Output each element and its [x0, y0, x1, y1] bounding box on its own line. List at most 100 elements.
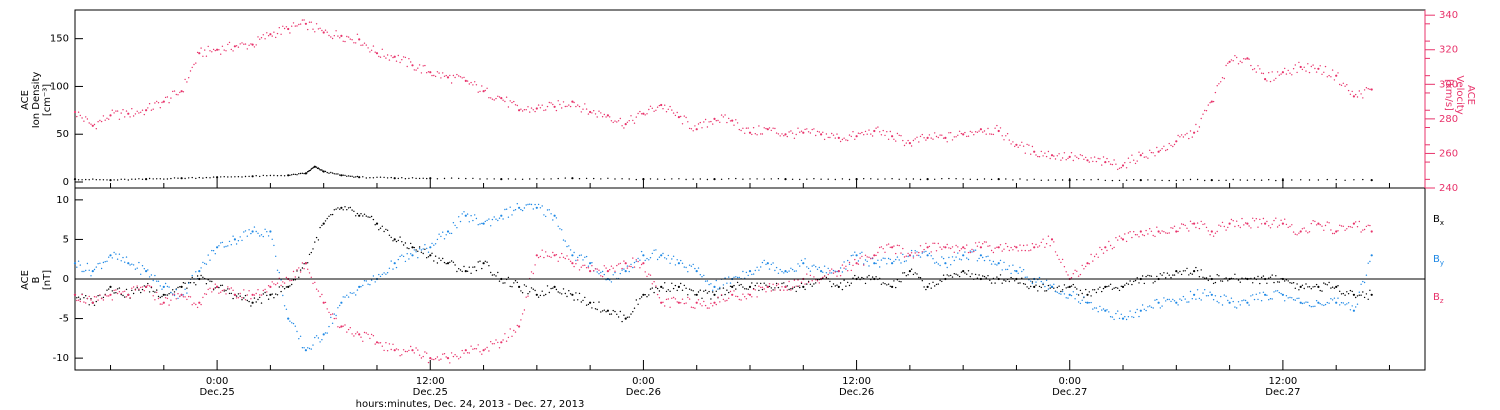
- data-point-fill: [278, 271, 280, 274]
- data-point-fill: [655, 249, 657, 251]
- data-point-fill: [1275, 179, 1277, 182]
- data-point: [908, 142, 912, 145]
- data-point-fill: [486, 261, 488, 263]
- data-point-fill: [630, 115, 632, 117]
- data-point-fill: [655, 285, 657, 287]
- data-point: [1033, 150, 1036, 153]
- data-point-fill: [1333, 232, 1336, 235]
- data-point-fill: [852, 254, 854, 256]
- data-point: [393, 349, 396, 352]
- data-point-fill: [221, 284, 224, 286]
- data-point-fill: [1356, 96, 1359, 98]
- data-point: [571, 293, 574, 296]
- data-point-fill: [175, 93, 177, 96]
- data-point-fill: [971, 251, 973, 253]
- data-point-fill: [850, 135, 852, 138]
- data-point-fill: [1308, 286, 1311, 288]
- data-point-fill: [1257, 298, 1259, 301]
- data-point-fill: [390, 348, 392, 351]
- data-point: [571, 100, 574, 103]
- data-point-fill: [1292, 282, 1295, 284]
- data-point-fill: [244, 299, 247, 301]
- data-point-fill: [443, 353, 446, 355]
- data-point-fill: [385, 342, 387, 344]
- data-point-fill: [543, 109, 545, 112]
- data-point-fill: [191, 66, 193, 69]
- data-point: [1050, 154, 1054, 157]
- data-point: [1121, 285, 1125, 288]
- data-point-fill: [202, 261, 204, 264]
- top-left-ylabel-line1: ACE: [20, 90, 31, 110]
- data-point-fill: [891, 178, 893, 180]
- data-point-fill: [173, 291, 176, 293]
- data-point-fill: [683, 115, 685, 117]
- x-tick-time-label: 0:00: [1059, 376, 1081, 387]
- data-point-fill: [355, 42, 357, 44]
- data-point-fill: [1070, 285, 1073, 287]
- data-point: [393, 262, 396, 265]
- data-point-fill: [951, 246, 954, 248]
- data-point-fill: [852, 264, 854, 267]
- data-point-fill: [243, 297, 245, 299]
- data-point: [926, 285, 929, 288]
- data-point-fill: [701, 127, 703, 129]
- data-point-fill: [813, 264, 815, 266]
- data-point-fill: [877, 178, 879, 180]
- data-point-fill: [770, 287, 772, 289]
- data-point-fill: [532, 288, 534, 290]
- data-point-fill: [777, 133, 780, 135]
- data-point-fill: [628, 120, 630, 122]
- data-point-fill: [863, 134, 865, 136]
- data-point-fill: [347, 175, 350, 177]
- data-point: [748, 285, 752, 288]
- data-point-fill: [147, 284, 149, 287]
- data-point-fill: [1047, 150, 1050, 153]
- data-point-fill: [156, 178, 158, 180]
- data-point-fill: [1330, 76, 1332, 78]
- data-point-fill: [1239, 281, 1242, 283]
- data-point-fill: [481, 85, 483, 87]
- data-point-fill: [481, 267, 483, 270]
- data-point-fill: [184, 288, 186, 290]
- data-point-fill: [511, 101, 513, 104]
- data-point-fill: [363, 42, 366, 44]
- data-point-fill: [383, 176, 385, 179]
- data-point-fill: [127, 179, 129, 181]
- data-point-fill: [545, 215, 547, 218]
- data-point-fill: [973, 249, 975, 251]
- data-point-fill: [141, 178, 144, 180]
- data-point-fill: [598, 301, 600, 303]
- data-point-fill: [378, 273, 380, 276]
- data-point-fill: [886, 244, 888, 246]
- data-point-fill: [79, 300, 82, 303]
- data-point-fill: [564, 105, 566, 108]
- data-point-fill: [1120, 313, 1123, 315]
- data-point-fill: [955, 178, 957, 180]
- data-point-fill: [88, 179, 90, 181]
- data-point: [358, 214, 361, 217]
- data-point-fill: [335, 173, 337, 175]
- data-point-fill: [864, 130, 867, 133]
- data-point-fill: [315, 236, 318, 239]
- data-point-fill: [672, 112, 675, 114]
- x-tick-time-label: 0:00: [632, 376, 654, 387]
- data-point-fill: [1262, 217, 1265, 220]
- data-point-fill: [539, 207, 542, 209]
- data-point-fill: [628, 316, 630, 318]
- data-point-fill: [712, 305, 714, 307]
- data-point-fill: [413, 249, 415, 251]
- data-point-fill: [831, 268, 833, 270]
- data-point-fill: [1259, 218, 1261, 221]
- data-point-fill: [823, 265, 826, 267]
- data-point-fill: [1115, 237, 1117, 239]
- data-point-fill: [1026, 286, 1028, 288]
- data-point-fill: [1266, 220, 1268, 223]
- data-point-fill: [188, 282, 190, 284]
- data-point-fill: [124, 116, 126, 118]
- data-point-fill: [223, 49, 225, 51]
- data-point-fill: [1014, 270, 1016, 272]
- data-point-fill: [237, 176, 240, 178]
- data-point-fill: [593, 301, 595, 304]
- data-point-fill: [973, 134, 975, 136]
- data-point-fill: [379, 176, 382, 178]
